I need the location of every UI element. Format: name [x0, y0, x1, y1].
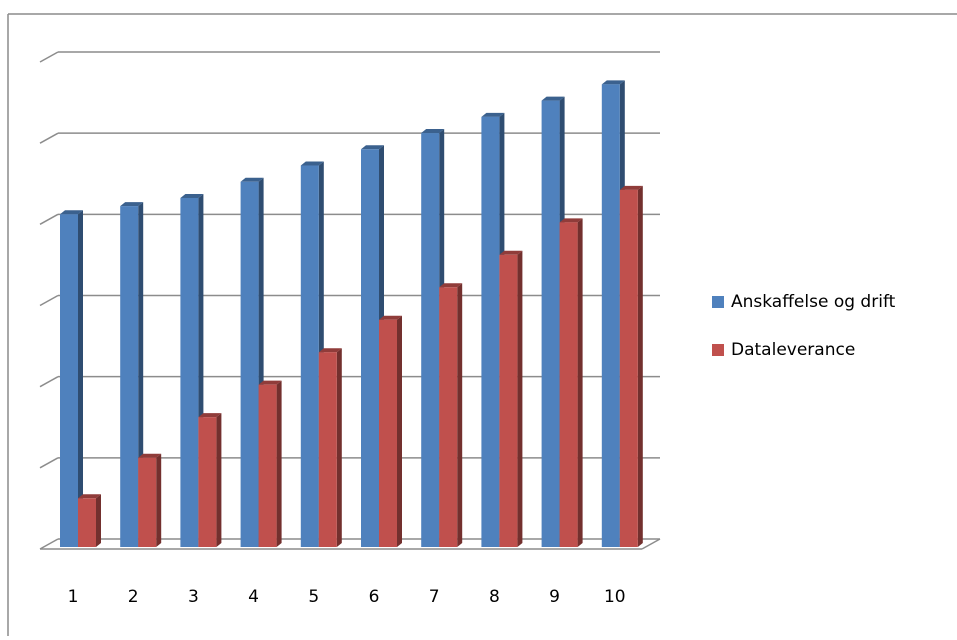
bar-top	[180, 193, 204, 198]
legend-swatch	[712, 344, 724, 356]
x-tick-label: 7	[429, 587, 440, 607]
bar	[258, 380, 282, 547]
legend-swatch	[712, 296, 724, 308]
bar-front	[300, 165, 319, 547]
bar-side	[156, 453, 162, 547]
bar-front	[361, 149, 379, 548]
bar	[619, 185, 643, 547]
bar-top	[78, 494, 101, 499]
x-tick-label: 3	[188, 587, 199, 607]
bar-front	[318, 352, 337, 547]
gridline-depth	[39, 376, 59, 388]
bar-top	[619, 185, 643, 190]
bar-side	[517, 250, 523, 548]
bar-top	[481, 112, 505, 117]
legend-label: Anskaffelse og drift	[731, 292, 896, 312]
floor-right-edge	[641, 538, 661, 550]
bar-top	[439, 283, 463, 288]
bar	[198, 413, 222, 547]
bar-side	[457, 283, 463, 547]
bar-front	[601, 84, 620, 547]
bar-side	[216, 413, 222, 547]
gridline-depth	[39, 294, 59, 307]
bar	[78, 494, 101, 547]
x-tick-label: 2	[128, 587, 139, 607]
bar-front	[78, 498, 96, 547]
bar-front	[180, 197, 199, 547]
bar-front	[258, 384, 277, 547]
bar-top	[240, 177, 264, 182]
x-tick-label: 4	[248, 587, 259, 607]
bar-front	[138, 457, 157, 547]
gridline-depth	[39, 213, 59, 225]
gridline-depth	[39, 51, 59, 63]
bar-side	[397, 315, 402, 547]
x-tick-label: 5	[308, 587, 319, 607]
x-tick-labels: 1 2 3 4 5 6 7 8 9 10	[68, 587, 626, 607]
bar-side	[78, 210, 83, 547]
bar-top	[120, 202, 144, 207]
bar	[379, 315, 402, 547]
bar-top	[559, 218, 583, 223]
bar-top	[499, 250, 523, 255]
legend-label: Dataleverance	[731, 340, 855, 360]
bar-side	[96, 494, 101, 547]
bar-side	[336, 348, 342, 547]
bar-side	[577, 218, 583, 548]
bar-front	[619, 189, 638, 547]
gridline-depth	[39, 538, 59, 550]
bar-top	[318, 348, 342, 353]
bar-top	[601, 80, 625, 85]
bar-top	[361, 145, 384, 150]
bar-top	[138, 453, 162, 458]
bar-top	[258, 380, 282, 385]
bar	[499, 250, 523, 548]
bar	[559, 218, 583, 548]
bar-top	[421, 129, 445, 134]
gridline-depth	[39, 457, 59, 469]
bar	[439, 283, 463, 547]
bar-front	[499, 254, 518, 548]
x-tick-label: 10	[604, 587, 626, 607]
bar-side	[276, 380, 282, 547]
bar-front	[541, 100, 560, 547]
x-tick-label: 6	[369, 587, 380, 607]
bar-front	[240, 181, 259, 547]
x-tick-label: 1	[68, 587, 79, 607]
bar-front	[421, 133, 440, 548]
bar-front	[120, 206, 139, 547]
bars	[60, 80, 643, 548]
gridline-depth	[39, 132, 59, 144]
bar-front	[60, 214, 78, 547]
bar-front	[198, 417, 217, 547]
x-tick-label: 8	[489, 587, 500, 607]
bar-front	[379, 319, 397, 547]
bar-top	[300, 161, 324, 166]
bar	[138, 453, 162, 547]
bar-top	[541, 96, 565, 101]
legend: Anskaffelse og drift Dataleverance	[712, 292, 896, 360]
x-tick-label: 9	[549, 587, 560, 607]
bar-top	[379, 315, 402, 320]
bar-front	[439, 287, 458, 547]
bar-front	[481, 116, 500, 548]
bar	[60, 210, 83, 547]
bar-front	[559, 222, 578, 548]
bar-side	[637, 185, 643, 547]
bar-top	[198, 413, 222, 418]
bar	[318, 348, 342, 547]
bar-top	[60, 210, 83, 215]
